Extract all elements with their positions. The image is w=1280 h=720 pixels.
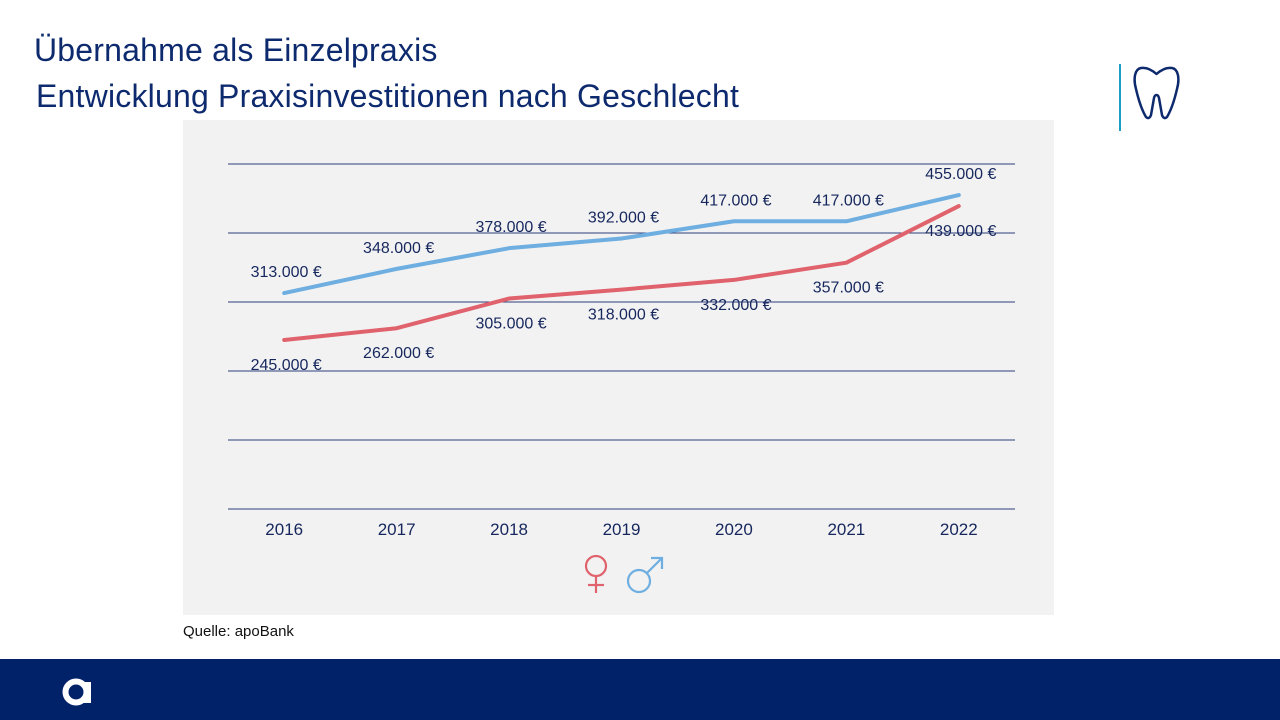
page-subtitle: Entwicklung Praxisinvestitionen nach Ges… (36, 78, 740, 114)
x-tick-label: 2020 (715, 520, 753, 539)
line-chart: 313.000 € 348.000 € 378.000 € 392.000 € 417.… (228, 163, 1015, 594)
series-line-0 (282, 193, 961, 296)
x-tick-label: 2019 (603, 520, 641, 539)
male-symbol-icon (626, 556, 664, 594)
x-tick-label: 2018 (490, 520, 528, 539)
chart-panel: 313.000 € 348.000 € 378.000 € 392.000 € 417.… (183, 120, 1054, 615)
data-label: 313.000 € (251, 264, 322, 281)
data-label: 348.000 € (363, 240, 434, 257)
data-label: 245.000 € (251, 357, 322, 374)
footer-bar (0, 659, 1280, 720)
data-label: 378.000 € (475, 219, 546, 236)
data-label: 357.000 € (813, 280, 884, 297)
data-label: 332.000 € (700, 297, 771, 314)
data-label: 318.000 € (588, 307, 659, 324)
female-symbol-icon (584, 554, 608, 593)
data-label: 392.000 € (588, 210, 659, 227)
data-label: 417.000 € (813, 192, 884, 209)
x-tick-label: 2017 (378, 520, 416, 539)
page-title: Übernahme als Einzelpraxis (34, 32, 438, 68)
x-tick-label: 2021 (827, 520, 865, 539)
data-label: 262.000 € (363, 345, 434, 362)
x-tick-label: 2016 (265, 520, 303, 539)
source-note: Quelle: apoBank (183, 623, 294, 640)
x-tick-label: 2022 (940, 520, 978, 539)
apobank-logo-icon (60, 674, 96, 715)
series-line-1 (282, 204, 961, 342)
tooth-icon (1110, 60, 1200, 140)
data-label: 305.000 € (475, 316, 546, 333)
data-label: 455.000 € (925, 166, 996, 183)
data-label: 417.000 € (700, 192, 771, 209)
data-label: 439.000 € (925, 223, 996, 240)
